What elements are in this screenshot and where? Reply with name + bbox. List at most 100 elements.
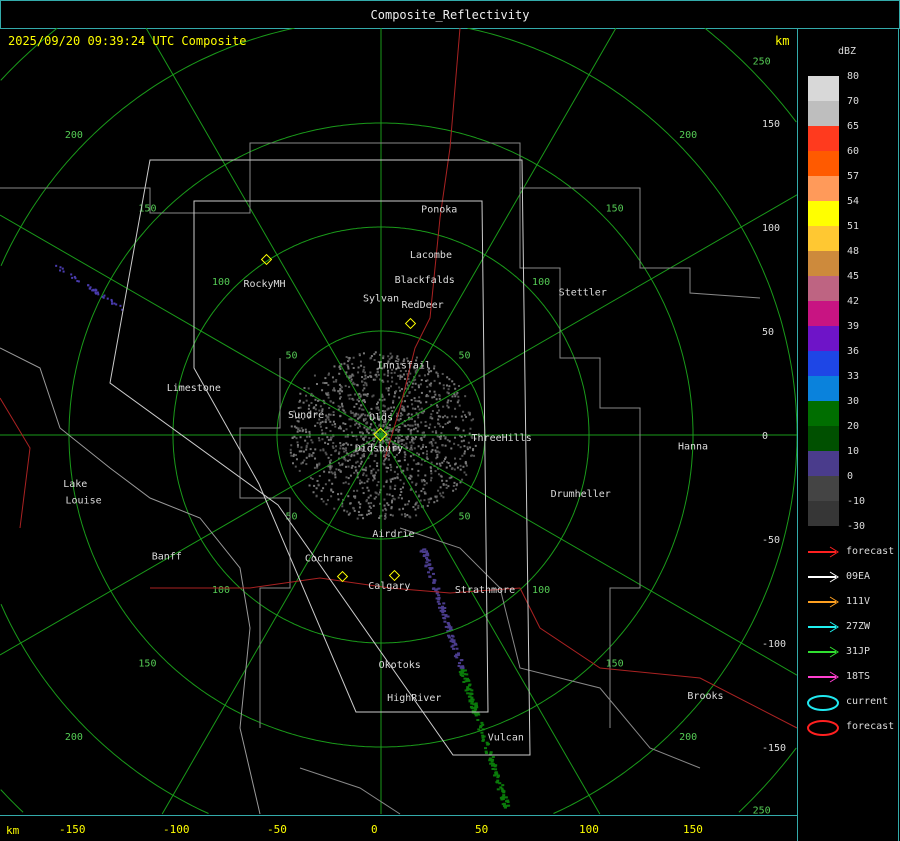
echo-pixel [459, 446, 462, 449]
echo-band-pixel [481, 723, 485, 726]
coverage-outer [109, 159, 531, 756]
echo-pixel [408, 391, 411, 394]
echo-pixel [388, 458, 391, 461]
echo-pixel [308, 484, 311, 487]
echo-pixel [347, 394, 350, 397]
echo-pixel [359, 503, 362, 506]
echo-band-pixel [443, 620, 447, 623]
echo-pixel [110, 298, 113, 301]
echo-pixel [359, 457, 362, 460]
echo-pixel [417, 462, 420, 465]
echo-pixel [469, 446, 472, 449]
echo-pixel [115, 303, 118, 306]
echo-band-pixel [441, 613, 445, 616]
echo-pixel [441, 426, 444, 429]
echo-pixel [412, 506, 415, 509]
echo-pixel [456, 391, 459, 394]
echo-pixel [384, 448, 387, 451]
echo-pixel [349, 425, 352, 428]
echo-pixel [362, 443, 365, 446]
scale-label: 0 [847, 471, 854, 482]
echo-band-pixel [496, 788, 500, 791]
radar-map[interactable]: 50 50 50 50 100 100 100 100 150 150 150 150 200 200 20… [0, 28, 798, 815]
echo-pixel [296, 419, 299, 422]
echo-pixel [366, 480, 369, 483]
town-label: Brooks [687, 691, 723, 702]
echo-band-pixel [461, 666, 465, 669]
echo-pixel [327, 372, 330, 375]
echo-pixel [331, 423, 334, 426]
echo-pixel [324, 451, 327, 454]
echo-pixel [349, 474, 352, 477]
echo-pixel [414, 378, 417, 381]
y-tick-label: -100 [762, 639, 786, 650]
echo-pixel [101, 295, 104, 298]
echo-pixel [429, 466, 432, 469]
echo-pixel [71, 276, 74, 279]
echo-pixel [430, 472, 433, 475]
echo-pixel [426, 456, 429, 459]
echo-pixel [340, 385, 343, 388]
echo-band-pixel [504, 806, 508, 809]
echo-pixel [395, 356, 398, 359]
echo-pixel [373, 428, 376, 431]
echo-pixel [373, 436, 376, 439]
echo-pixel [427, 368, 430, 371]
echo-pixel [401, 413, 404, 416]
echo-pixel [376, 450, 379, 453]
echo-pixel [438, 397, 441, 400]
track-label: 111V [846, 596, 871, 607]
echo-pixel [299, 392, 302, 395]
echo-pixel [367, 457, 370, 460]
town-label: Didsbury [355, 443, 403, 454]
echo-pixel [436, 372, 439, 375]
echo-pixel [392, 443, 395, 446]
echo-band-pixel [494, 764, 498, 767]
echo-pixel [302, 450, 305, 453]
echo-pixel [346, 510, 349, 513]
echo-pixel [393, 439, 396, 442]
echo-pixel [322, 448, 325, 451]
echo-band-pixel [441, 610, 445, 613]
echo-pixel [463, 452, 466, 455]
color-swatch [808, 151, 839, 176]
echo-pixel [366, 414, 369, 417]
echo-band-pixel [481, 739, 485, 742]
echo-pixel [308, 404, 311, 407]
echo-band-pixel [455, 653, 459, 656]
echo-pixel [305, 399, 308, 402]
echo-pixel [342, 482, 345, 485]
echo-pixel [383, 459, 386, 462]
echo-pixel [374, 351, 377, 354]
echo-pixel [414, 508, 417, 511]
echo-pixel [371, 395, 374, 398]
echo-pixel [357, 366, 360, 369]
echo-pixel [436, 411, 439, 414]
echo-pixel [448, 385, 451, 388]
echo-pixel [369, 465, 372, 468]
echo-pixel [407, 500, 410, 503]
echo-pixel [362, 472, 365, 475]
echo-pixel [420, 463, 423, 466]
echo-pixel [97, 293, 100, 296]
echo-pixel [362, 437, 365, 440]
echo-pixel [333, 507, 336, 510]
echo-pixel [365, 422, 368, 425]
echo-pixel [381, 430, 384, 433]
scale-label: 80 [847, 71, 860, 82]
echo-pixel [398, 449, 401, 452]
echo-pixel [350, 378, 353, 381]
echo-pixel [390, 480, 393, 483]
cell-ellipse-icon [807, 695, 839, 711]
echo-pixel [401, 409, 404, 412]
echo-pixel [416, 423, 419, 426]
echo-pixel [428, 501, 431, 504]
echo-pixel [401, 400, 404, 403]
echo-pixel [389, 463, 392, 466]
echo-band-pixel [444, 614, 448, 617]
echo-band-pixel [473, 709, 477, 712]
echo-pixel [301, 430, 304, 433]
echo-pixel [370, 407, 373, 410]
echo-pixel [434, 449, 437, 452]
